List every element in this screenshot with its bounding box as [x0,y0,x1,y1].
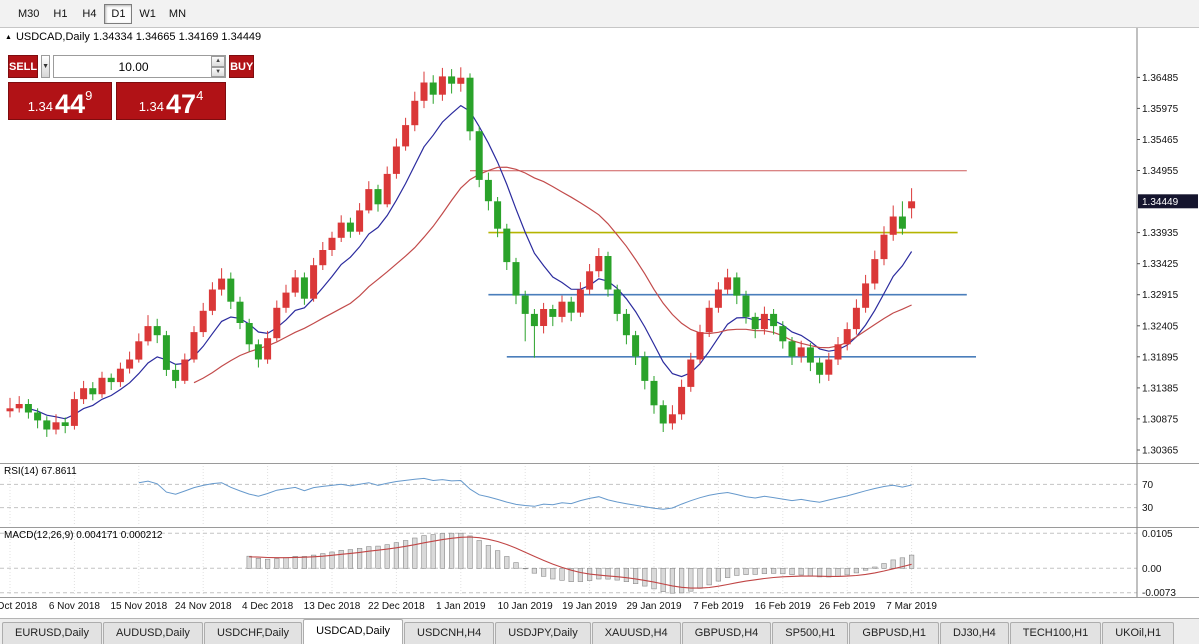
svg-text:4 Dec 2018: 4 Dec 2018 [242,601,294,612]
sell-button[interactable]: SELL [8,55,39,78]
svg-text:1.34449: 1.34449 [1142,197,1179,208]
symbol-tab-bar: EURUSD,Daily AUDUSD,Daily USDCHF,Daily USDC… [0,618,1199,644]
svg-text:1.33425: 1.33425 [1142,259,1179,270]
timeframe-button-M30[interactable]: M30 [12,4,45,24]
candlestick-series [6,67,916,437]
sell-price-main: 44 [55,88,86,119]
current-price-badge [1138,194,1198,209]
date-axis: 27 Oct 2018 6 Nov 2018 15 Nov 2018 24 Nov 2… [0,601,937,612]
svg-text:24 Nov 2018: 24 Nov 2018 [175,601,232,612]
one-click-trading-panel: SELL ▼ ▲ ▼ BUY 1.34 44 9 1.34 47 4 [8,55,255,120]
trade-controls-row: SELL ▼ ▲ ▼ BUY [8,55,255,78]
volume-spinner: ▲ ▼ [211,56,226,77]
tab-USDCNH-H4[interactable]: USDCNH,H4 [404,622,495,644]
svg-text:26 Feb 2019: 26 Feb 2019 [819,601,876,612]
tab-XAUUSD-H4[interactable]: XAUUSD,H4 [591,622,681,644]
tab-DJ30-H4[interactable]: DJ30,H4 [940,622,1009,644]
rsi-indicator [0,477,1137,510]
svg-text:16 Feb 2019: 16 Feb 2019 [755,601,812,612]
svg-text:70: 70 [1142,480,1154,491]
timeframe-button-W1[interactable]: W1 [133,4,162,24]
svg-text:27 Oct 2018: 27 Oct 2018 [0,601,38,612]
svg-text:1 Jan 2019: 1 Jan 2019 [436,601,486,612]
chevron-down-icon: ▼ [42,63,50,70]
volume-dropdown-button[interactable]: ▼ [41,55,51,78]
tab-USDJPY-Daily[interactable]: USDJPY,Daily [495,622,591,644]
chart-title: ▲ USDCAD,Daily 1.34334 1.34665 1.34169 1… [5,31,261,43]
svg-text:1.31385: 1.31385 [1142,383,1179,394]
svg-text:1.32405: 1.32405 [1142,321,1179,332]
svg-text:1.31895: 1.31895 [1142,352,1179,363]
buy-price-pip: 4 [196,88,204,103]
timeframe-toolbar: M30 H1 H4 D1 W1 MN [0,0,1199,28]
svg-text:7 Mar 2019: 7 Mar 2019 [886,601,937,612]
timeframe-button-H4[interactable]: H4 [75,4,103,24]
svg-text:29 Jan 2019: 29 Jan 2019 [626,601,681,612]
svg-text:30: 30 [1142,503,1154,514]
svg-text:1.35975: 1.35975 [1142,104,1179,115]
volume-increase-button[interactable]: ▲ [211,56,226,67]
svg-text:0.0105: 0.0105 [1142,529,1173,540]
svg-text:1.30875: 1.30875 [1142,414,1179,425]
svg-text:1.35465: 1.35465 [1142,135,1179,146]
horizontal-level-lines[interactable] [470,170,976,358]
chart-canvas[interactable]: 1.36485 1.35975 1.35465 1.34955 1.33935 1.334… [0,28,1199,618]
buy-price-prefix: 1.34 [138,99,165,114]
tab-USDCAD-Daily[interactable]: USDCAD,Daily [303,619,404,644]
svg-text:15 Nov 2018: 15 Nov 2018 [110,601,167,612]
svg-text:0.00: 0.00 [1142,564,1162,575]
chart-title-text: USDCAD,Daily 1.34334 1.34665 1.34169 1.3… [15,31,262,43]
tab-AUDUSD-Daily[interactable]: AUDUSD,Daily [102,622,203,644]
timeframe-button-group: M30 H1 H4 D1 W1 MN [12,3,192,24]
svg-text:6 Nov 2018: 6 Nov 2018 [49,601,101,612]
timeframe-button-MN[interactable]: MN [163,4,192,24]
volume-input[interactable] [54,56,226,77]
buy-button[interactable]: BUY [229,55,255,78]
collapse-arrow-icon: ▲ [5,33,12,41]
sell-price-prefix: 1.34 [27,99,54,114]
tab-GBPUSD-H4[interactable]: GBPUSD,H4 [681,622,772,644]
rsi-indicator-label: RSI(14) 67.8611 [4,466,77,477]
svg-text:22 Dec 2018: 22 Dec 2018 [368,601,425,612]
sell-price-pip: 9 [85,88,93,103]
volume-field[interactable]: ▲ ▼ [53,55,227,78]
svg-text:7 Feb 2019: 7 Feb 2019 [693,601,744,612]
price-scale: 1.36485 1.35975 1.35465 1.34955 1.33935 1.334… [1137,73,1198,599]
buy-price-button[interactable]: 1.34 47 4 [116,82,226,120]
timeframe-button-H1[interactable]: H1 [46,4,74,24]
svg-text:-0.0073: -0.0073 [1142,588,1176,599]
tab-SP500-H1[interactable]: SP500,H1 [772,622,849,644]
tab-UKOil-H1[interactable]: UKOil,H1 [1102,622,1175,644]
tab-USDCHF-Daily[interactable]: USDCHF,Daily [203,622,303,644]
svg-text:1.36485: 1.36485 [1142,73,1179,84]
svg-text:10 Jan 2019: 10 Jan 2019 [498,601,553,612]
sell-price-button[interactable]: 1.34 44 9 [8,82,112,120]
trade-price-row: 1.34 44 9 1.34 47 4 [8,82,230,120]
svg-text:19 Jan 2019: 19 Jan 2019 [562,601,617,612]
svg-text:13 Dec 2018: 13 Dec 2018 [304,601,361,612]
tab-EURUSD-Daily[interactable]: EURUSD,Daily [2,622,102,644]
svg-text:1.34955: 1.34955 [1142,166,1179,177]
macd-indicator-label: MACD(12,26,9) 0.004171 0.000212 [4,530,163,541]
svg-text:1.33935: 1.33935 [1142,228,1179,239]
svg-text:1.30365: 1.30365 [1142,446,1179,457]
tab-GBPUSD-H1[interactable]: GBPUSD,H1 [849,622,939,644]
timeframe-button-D1[interactable]: D1 [104,3,133,24]
buy-price-main: 47 [166,88,197,119]
macd-indicator [0,532,1137,594]
tab-TECH100-H1[interactable]: TECH100,H1 [1009,622,1102,644]
volume-decrease-button[interactable]: ▼ [211,66,226,77]
svg-text:1.32915: 1.32915 [1142,290,1179,301]
